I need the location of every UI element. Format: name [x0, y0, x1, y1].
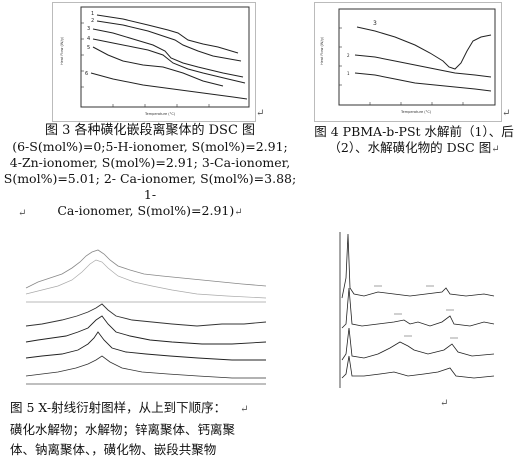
- fig3-label-6: 6: [85, 71, 88, 77]
- return-mark: ↵: [502, 108, 511, 119]
- fig3-curve-4: [92, 38, 246, 84]
- fig3-curve-1: [96, 14, 239, 54]
- fig4-curve-3: [356, 26, 492, 70]
- fig4-label-1: 1: [347, 71, 350, 76]
- figure3-dsc-chart: 1 2 3 4 5 6 Heat Flow (W/g) Temperature …: [60, 6, 250, 116]
- figure5-caption-line1: 图 5 X-射线衍射图样，从上到下顺序：: [10, 400, 227, 415]
- figure3-caption-line: (6-S(mol%)=0;5-H-ionomer, S(mol%)=2.91;: [12, 139, 288, 154]
- fig4-x-axis-label: Temperature (°C): [400, 110, 432, 114]
- figure5-caption-line2: 磺化水解物；水解物；锌离聚体、钙离聚: [10, 422, 236, 437]
- figure3-caption-title: 图 3 各种磺化嵌段离聚体的 DSC 图: [44, 123, 256, 138]
- figure5-xrd-chart-right: [339, 232, 495, 388]
- fig3-label-5: 5: [87, 45, 90, 51]
- fig4-curve-1: [354, 72, 492, 92]
- fig3-curve-5: [92, 46, 224, 87]
- figure4-plot: 3 2 1 Heat Flow (W/g) Temperature (°C): [314, 2, 502, 122]
- return-mark: ↵: [440, 398, 449, 409]
- figure5-caption-line3: 体、钠离聚体、，磺化物、嵌段共聚物: [10, 442, 217, 457]
- xrd-pattern-4: [25, 331, 266, 361]
- figure4-caption-line1: 图 4 PBMA-b-PSt 水解前（1）、后: [314, 124, 514, 139]
- fig3-x-axis-label: Temperature (°C): [144, 112, 176, 116]
- figure3-caption-line: Ca-ionomer, S(mol%)=2.91): [57, 203, 235, 218]
- figure3-caption: 图 3 各种磺化嵌段离聚体的 DSC 图 (6-S(mol%)=0;5-H-io…: [0, 123, 300, 221]
- return-mark: ↵: [491, 144, 500, 155]
- fig3-curve-3: [92, 28, 244, 78]
- xrd-pattern-2: [25, 303, 267, 327]
- figure4-caption: 图 4 PBMA-b-PSt 水解前（1）、后 （2）、水解磺化物的 DSC 图…: [306, 124, 522, 158]
- figure5-plot-right: [334, 228, 498, 392]
- xrd-right-trace-2: [341, 287, 495, 329]
- fig3-label-4: 4: [87, 36, 90, 42]
- figure5-caption: 图 5 X-射线衍射图样，从上到下顺序： ↵ 磺化水解物；水解物；锌离聚体、钙离聚…: [10, 398, 310, 460]
- return-mark: ↵: [256, 108, 265, 119]
- fig4-label-2: 2: [347, 53, 350, 58]
- xrd-pattern-5: [25, 355, 266, 379]
- fig3-label-3: 3: [87, 26, 90, 32]
- figure4-dsc-chart: 3 2 1 Heat Flow (W/g) Temperature (°C): [320, 8, 496, 114]
- fig3-curve-6: [90, 72, 248, 100]
- figure5-plot-left: [22, 232, 272, 392]
- xrd-right-trace-4: [341, 355, 495, 379]
- figure5-xrd-chart: [25, 249, 267, 385]
- figure4-caption-line2: （2）、水解磺化物的 DSC 图: [328, 140, 492, 155]
- fig3-y-axis-label: Heat Flow (W/g): [60, 36, 64, 65]
- figure3-caption-line: S(mol%)=5.01; 2- Ca-ionomer, S(mol%)=3.8…: [3, 171, 297, 202]
- xrd-pattern-1b: [25, 259, 267, 299]
- fig4-y-axis-label: Heat Flow (W/g): [320, 36, 324, 65]
- figure3-plot: 1 2 3 4 5 6 Heat Flow (W/g) Temperature …: [52, 2, 256, 122]
- fig3-label-2: 2: [91, 18, 94, 24]
- return-mark: ↵: [18, 208, 27, 219]
- fig3-label-1: 1: [91, 11, 94, 17]
- xrd-right-trace-3: [341, 327, 495, 361]
- xrd-pattern-1: [25, 249, 267, 289]
- return-mark: ↵: [240, 404, 249, 415]
- fig4-curve-2: [354, 54, 492, 78]
- fig4-label-3: 3: [373, 20, 377, 27]
- fig3-curve-2: [96, 20, 242, 62]
- xrd-pattern-3: [25, 315, 267, 345]
- return-mark: ↵: [234, 207, 243, 218]
- figure3-caption-line: 4-Zn-ionomer, S(mol%)=2.91; 3-Ca-ionomer…: [9, 155, 291, 170]
- xrd-right-trace-1: [341, 233, 495, 299]
